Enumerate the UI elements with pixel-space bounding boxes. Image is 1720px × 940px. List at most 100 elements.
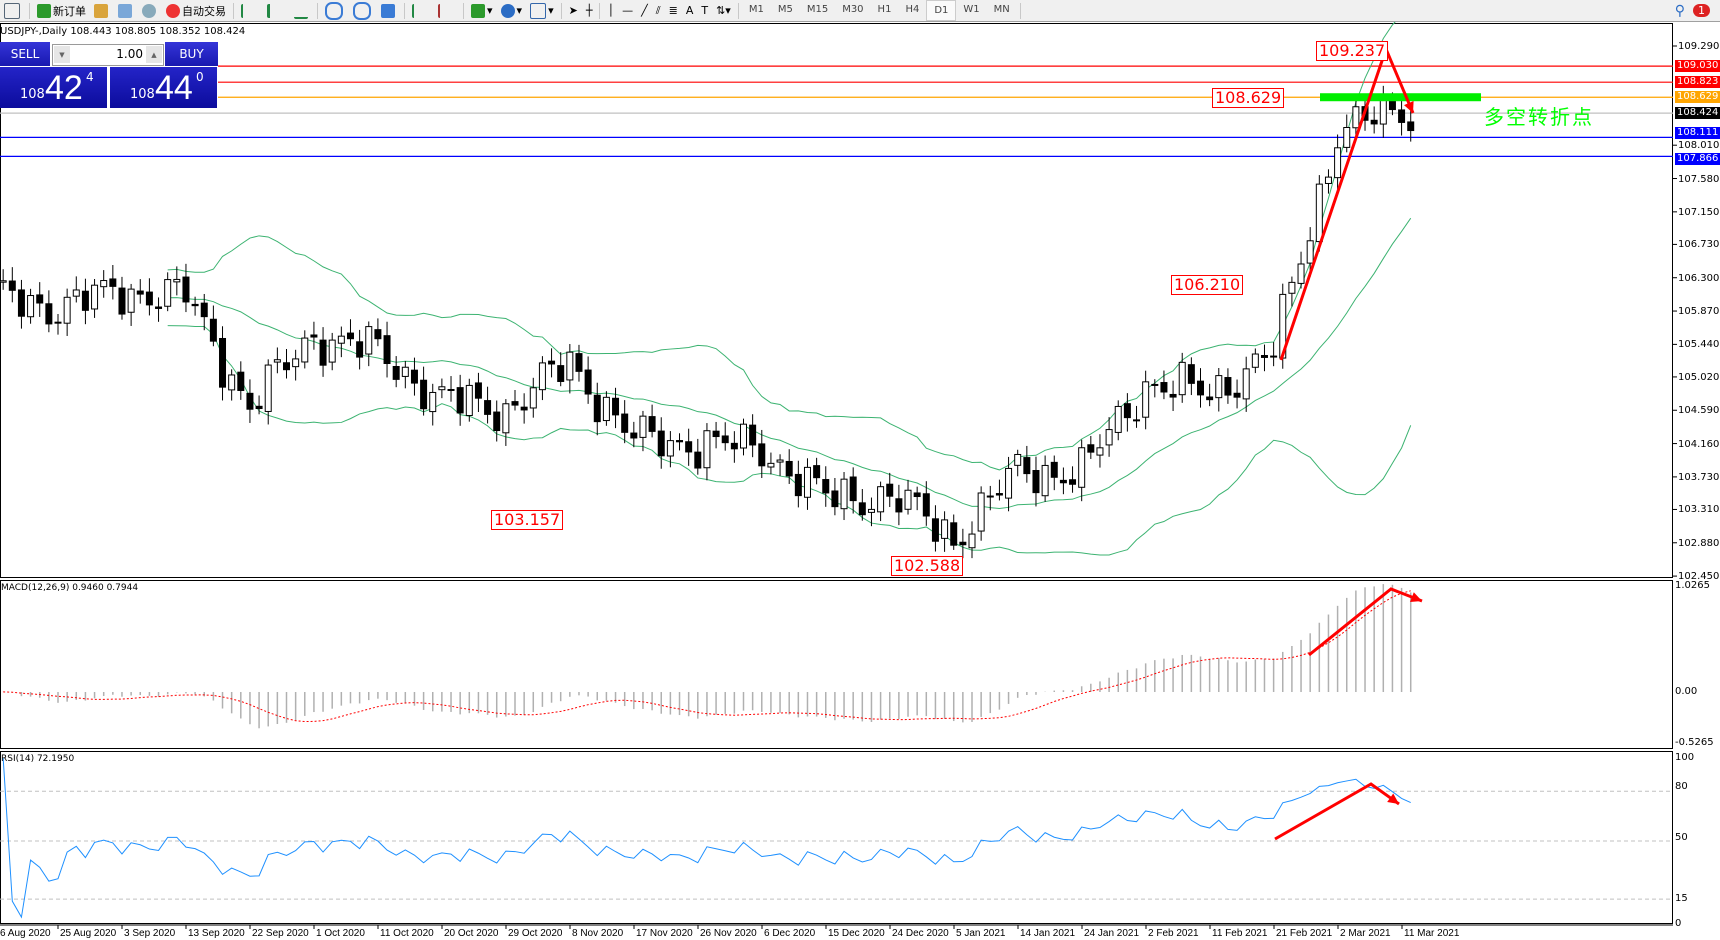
buy-button[interactable]: BUY: [165, 42, 218, 66]
candle: [465, 384, 473, 417]
lot-increase-button[interactable]: ▲: [146, 46, 162, 63]
arrows-button[interactable]: ⇅▾: [712, 1, 735, 20]
vertical-line-button[interactable]: │: [603, 1, 618, 20]
candle: [1050, 461, 1058, 478]
auto-trading-button[interactable]: 自动交易: [162, 1, 230, 20]
rsi-title: RSI(14) 72.1950: [1, 754, 75, 764]
candle: [529, 387, 537, 409]
search-icon: ⚲: [1674, 2, 1685, 19]
price-label: 108.629: [1212, 88, 1285, 108]
candle: [931, 518, 939, 542]
auto-scroll-button[interactable]: [408, 1, 434, 20]
price-axis-label: 109.290: [1678, 41, 1720, 52]
cursor-button[interactable]: ➤: [565, 1, 582, 20]
zoom-out-button[interactable]: [349, 1, 377, 20]
candle: [1197, 380, 1204, 396]
timeframe-m1[interactable]: M1: [748, 4, 764, 15]
candle: [1123, 403, 1131, 419]
candle: [822, 479, 830, 494]
price-axis-label: 107.150: [1678, 206, 1720, 218]
date-axis-label: 11 Feb 2021: [1212, 928, 1268, 939]
candle-chart-button[interactable]: [263, 1, 290, 20]
candle: [1352, 106, 1360, 129]
rsi-trend-arrow: [1274, 782, 1400, 841]
fibonacci-button[interactable]: ≣: [665, 1, 682, 20]
price-tag: 108.424: [1675, 107, 1720, 120]
buy-price-button[interactable]: 108 44 0: [110, 67, 217, 108]
book-icon: [94, 3, 108, 18]
price-axis-label: 103.310: [1678, 504, 1720, 516]
candle: [365, 326, 373, 355]
timeframe-m30[interactable]: M30: [842, 4, 864, 15]
sell-price-button[interactable]: 108 42 4: [0, 67, 107, 108]
date-axis-label: 14 Jan 2021: [1020, 928, 1076, 939]
bar-chart-button[interactable]: [237, 1, 263, 20]
rsi-axis-label: 50: [1675, 832, 1688, 843]
candle: [913, 492, 921, 498]
timeframe-h4[interactable]: H4: [905, 4, 920, 15]
trendline-button[interactable]: ╱: [637, 1, 652, 20]
price-label: 102.588: [891, 556, 964, 576]
zoom-in-button[interactable]: [321, 1, 349, 20]
lot-decrease-button[interactable]: ▼: [54, 46, 70, 63]
timeframe-mn[interactable]: MN: [993, 4, 1010, 15]
candle: [164, 279, 172, 307]
sell-button[interactable]: SELL: [0, 42, 50, 66]
candle: [831, 490, 839, 508]
price-trend-arrow-head: [1403, 101, 1414, 113]
date-axis-label: 6 Dec 2020: [764, 928, 816, 939]
text-button[interactable]: A: [682, 1, 698, 20]
sell-price-main: 42: [45, 69, 83, 107]
templates-button[interactable]: ▾: [526, 1, 558, 20]
chart-symbol-info: USDJPY-,Daily 108.443 108.805 108.352 10…: [0, 26, 246, 37]
candle: [630, 432, 638, 439]
horizontal-line-button[interactable]: —: [618, 1, 637, 20]
candle: [785, 460, 793, 477]
candle: [17, 289, 25, 317]
periods-button[interactable]: ▾: [497, 1, 527, 20]
reversal-zone-bar: [1320, 93, 1481, 102]
timeframe-m5[interactable]: M5: [777, 4, 793, 15]
bollinger-lower: [167, 325, 1412, 556]
chart-shift-button[interactable]: [434, 1, 460, 20]
candle: [100, 280, 108, 288]
zoom-tool-button[interactable]: [0, 1, 26, 20]
line-chart-button[interactable]: [290, 1, 314, 20]
text-label-button[interactable]: T: [697, 1, 712, 20]
search-button[interactable]: ⚲: [1671, 1, 1689, 20]
timeframe-h1[interactable]: H1: [877, 4, 892, 15]
zoom-out-icon: [353, 1, 371, 20]
timeframe-w1[interactable]: W1: [963, 4, 980, 15]
candle: [255, 405, 263, 410]
crosshair-button[interactable]: ┼: [582, 1, 597, 20]
candle: [922, 493, 930, 517]
price-axis-label: 104.160: [1678, 438, 1720, 450]
lot-value: 1.00: [116, 47, 143, 61]
candle: [758, 443, 766, 467]
candle: [995, 493, 1003, 496]
candle: [538, 362, 546, 391]
auto-trading-icon: [166, 3, 180, 18]
candle: [54, 321, 62, 324]
date-axis-label: 29 Oct 2020: [508, 928, 563, 939]
rsi-axis-label: 100: [1675, 752, 1695, 763]
signals-button[interactable]: [138, 1, 162, 20]
notifications-button[interactable]: 1: [1689, 1, 1714, 20]
channel-button[interactable]: ⫽: [652, 1, 665, 20]
tile-windows-button[interactable]: [377, 1, 401, 20]
timeframe-d1[interactable]: D1: [926, 0, 957, 21]
navigator-button[interactable]: [90, 1, 114, 20]
new-order-button[interactable]: 新订单: [33, 1, 90, 20]
lot-size-input[interactable]: ▼ 1.00 ▲: [52, 44, 164, 66]
date-axis-label: 24 Dec 2020: [892, 928, 949, 939]
terminal-button[interactable]: [114, 1, 138, 20]
candle: [283, 362, 290, 371]
timeframe-m15[interactable]: M15: [806, 4, 829, 15]
candle: [1160, 382, 1168, 393]
indicators-button[interactable]: ▾: [467, 1, 497, 20]
candle: [273, 359, 281, 363]
candle: [511, 401, 519, 406]
new-order-icon: [37, 3, 51, 18]
candle: [392, 365, 400, 380]
